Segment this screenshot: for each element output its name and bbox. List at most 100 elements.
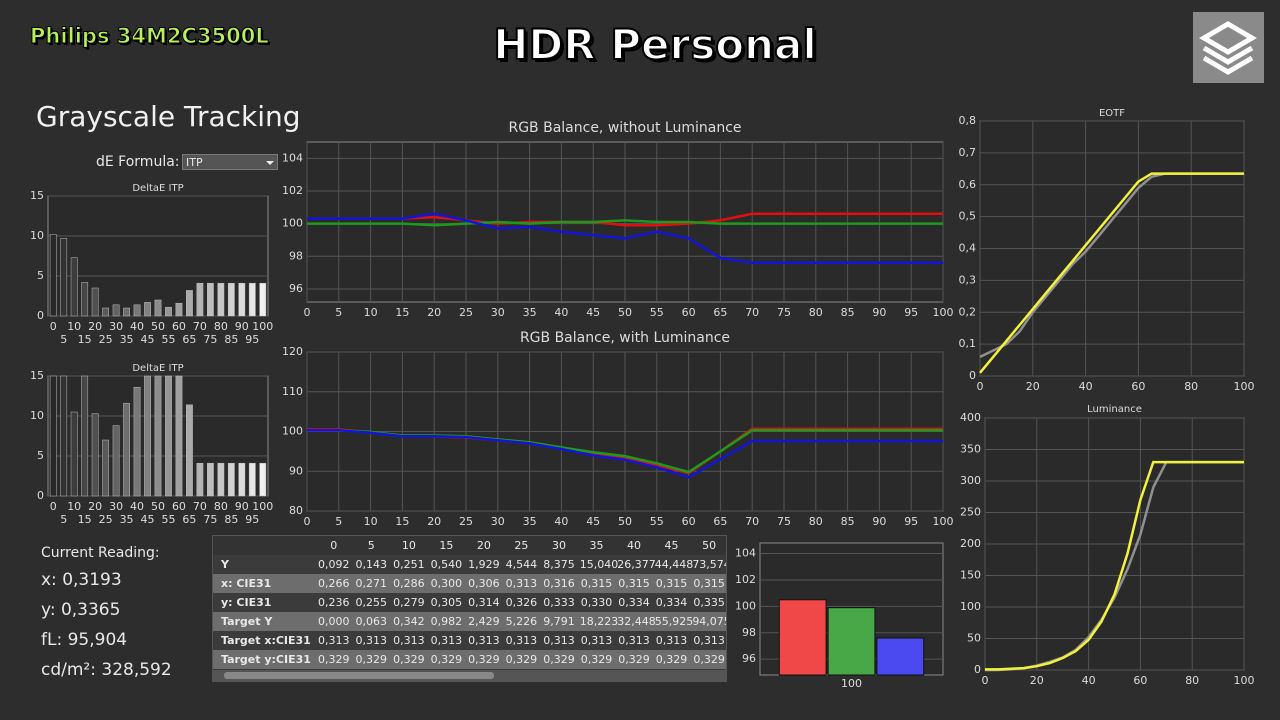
bar: [217, 462, 225, 497]
y-tick-label: 400: [960, 411, 981, 424]
x-tick-label: 20: [427, 306, 441, 319]
chart-title: RGB Balance, with Luminance: [520, 330, 730, 346]
x-tick-label: 45: [141, 513, 155, 526]
cell: 0,315: [693, 577, 725, 590]
cell: 0,313: [393, 634, 425, 647]
y-tick-label: 15: [30, 189, 44, 202]
cell: 0,279: [393, 596, 425, 609]
x-tick-label: 50: [151, 500, 165, 513]
bar: [70, 411, 78, 497]
y-tick-label: 90: [289, 464, 303, 477]
reading-label: Current Reading:: [41, 545, 160, 561]
cell: 5,226: [505, 615, 538, 628]
scroll-thumb[interactable]: [224, 672, 494, 679]
y-tick-label: 200: [960, 537, 981, 550]
x-tick-label: 60: [1131, 380, 1145, 393]
bar: [186, 290, 193, 317]
cell: 0,266: [318, 577, 350, 590]
x-tick-label: 65: [182, 513, 196, 526]
cell: 0,326: [505, 596, 538, 609]
y-tick-label: 10: [30, 229, 44, 242]
table-row: Target y:CIE31 0,329 0,329 0,329 0,329 0,329 0…: [213, 650, 726, 669]
cell: 0,313: [505, 577, 538, 590]
x-tick-label: 75: [777, 515, 791, 528]
cell: 15,040: [579, 558, 619, 571]
x-tick-label: 40: [1079, 380, 1093, 393]
cell: 0,342: [393, 615, 425, 628]
y-tick-label: 100: [960, 600, 981, 613]
x-tick-label: 85: [841, 306, 855, 319]
y-tick-label: 10: [30, 409, 44, 422]
x-tick-label: 85: [224, 513, 238, 526]
formula-label: dE Formula:: [96, 154, 180, 170]
x-tick-label: 35: [120, 333, 134, 346]
x-tick-label: 20: [427, 515, 441, 528]
formula-select[interactable]: ITP: [182, 154, 278, 170]
bar: [248, 462, 256, 497]
logo: [1193, 12, 1264, 83]
x-tick-label: 5: [335, 306, 342, 319]
x-tick-label: 70: [193, 320, 207, 333]
cell: 0,313: [580, 634, 613, 647]
cell: 0,329: [655, 653, 688, 666]
x-tick-label: 5: [335, 515, 342, 528]
cell: 0,313: [318, 634, 350, 647]
bar: [60, 375, 68, 497]
x-tick-label: 15: [78, 513, 92, 526]
cell: 32,448: [617, 615, 656, 628]
chart-title: DeltaE ITP: [132, 183, 183, 194]
bar: [144, 302, 151, 317]
series-line: [985, 460, 1244, 671]
x-tick-label: 50: [618, 515, 632, 528]
bar: [123, 307, 130, 317]
column-header: 15: [439, 539, 454, 552]
x-tick-label: 20: [88, 320, 102, 333]
chart-title: DeltaE ITP: [132, 363, 183, 374]
bar: [91, 287, 99, 317]
x-tick-label: 35: [120, 513, 134, 526]
cell: 18,223: [579, 615, 619, 628]
x-tick-label: 35: [523, 515, 537, 528]
y-tick-label: 0,3: [959, 273, 977, 286]
data-table: 0 5 10 15 20 25 30 35 40 45 50 Y 0,092 0,143 0,251 0,54…: [212, 535, 727, 682]
series-line: [307, 212, 943, 265]
x-tick-label: 0: [304, 515, 311, 528]
bar: [217, 282, 225, 317]
x-tick-label: 85: [224, 333, 238, 346]
y-tick-label: 5: [37, 269, 44, 282]
bar: [112, 304, 120, 317]
cell: 0,330: [580, 596, 613, 609]
chart: EOTF 0 0,1 0,2 0,3 0,4 0,5 0,6 0,7 0,8 0 20 40 60 80 10…: [959, 108, 1255, 393]
x-tick-label: 30: [109, 320, 123, 333]
y-tick-label: 5: [37, 449, 44, 462]
x-tick-label: 100: [933, 306, 954, 319]
chart: DeltaE ITP051015051015202530354045505560…: [30, 183, 273, 346]
bar: [81, 282, 89, 317]
column-header: 45: [664, 539, 679, 552]
x-tick-label: 100: [252, 500, 273, 513]
x-tick-label: 25: [459, 515, 473, 528]
x-tick-label: 100: [252, 320, 273, 333]
y-tick-label: 0: [37, 489, 44, 502]
cell: 9,791: [543, 615, 575, 628]
cell: 55,925: [654, 615, 694, 628]
y-tick-label: 120: [282, 345, 303, 358]
x-tick-label: 55: [650, 306, 664, 319]
brand: Philips 34M2C3500L: [30, 24, 270, 49]
bar: [196, 282, 204, 317]
cell: 0,313: [430, 634, 463, 647]
x-tick-label: 45: [141, 333, 155, 346]
cell: 0,329: [543, 653, 575, 666]
bar: [133, 304, 141, 317]
bar: [112, 425, 120, 497]
bar: [206, 462, 214, 497]
x-tick-label: 65: [182, 333, 196, 346]
x-tick-label: 75: [203, 513, 217, 526]
x-tick-label: 25: [99, 333, 113, 346]
column-header: 50: [702, 539, 717, 552]
y-tick-label: 350: [960, 443, 981, 456]
scrollbar[interactable]: [212, 670, 727, 681]
cell: 0,334: [655, 596, 688, 609]
y-tick-label: 98: [289, 249, 303, 262]
